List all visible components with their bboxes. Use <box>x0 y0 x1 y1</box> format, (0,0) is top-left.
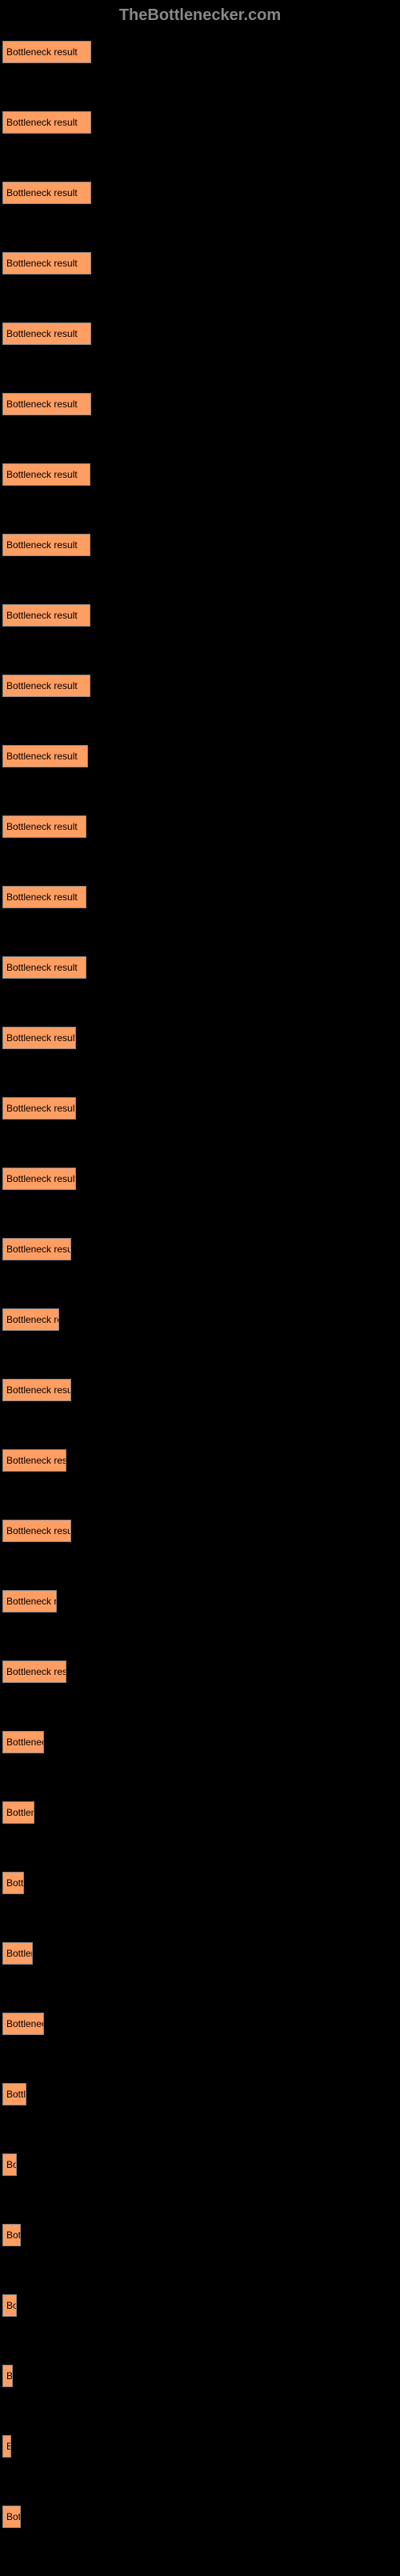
bar: Bottleneck result <box>2 111 91 134</box>
bar: Bottleneck result <box>2 182 91 204</box>
bar: B <box>2 2435 11 2458</box>
bar: Bottleneck result <box>2 534 90 556</box>
bar-row: Bott <box>2 1872 398 1894</box>
bar-row: Bottleneck resu <box>2 1449 398 1472</box>
bar-row: Bottleneck result <box>2 956 398 979</box>
bar-row: Bottleneck result <box>2 1520 398 1542</box>
bar: Bot <box>2 2224 21 2246</box>
bar-row: Bottleneck result <box>2 534 398 556</box>
bar: Bottleneck result <box>2 745 88 767</box>
bar-row: Bottlenec <box>2 1731 398 1753</box>
bar: Bottleneck result <box>2 1168 76 1190</box>
bar: Bottlen <box>2 1801 34 1824</box>
bar-row: Bottleneck result <box>2 1379 398 1401</box>
bar: Bottleneck result <box>2 604 90 627</box>
bar: Bottleneck resu <box>2 1661 66 1683</box>
bar-row: Bottlen <box>2 1801 398 1824</box>
bar-row: Bottleneck result <box>2 463 398 486</box>
bar-row: Bottleneck result <box>2 111 398 134</box>
bar-row: Bottleneck result <box>2 1027 398 1049</box>
bar-row: Bottleneck re <box>2 1590 398 1613</box>
bar-row: Bottleneck result <box>2 182 398 204</box>
bar-row: Bottleneck result <box>2 393 398 415</box>
bar-row: Bo <box>2 2153 398 2176</box>
bar: Bottleneck result <box>2 1520 71 1542</box>
site-header: TheBottlenecker.com <box>0 6 400 25</box>
bar: Bott <box>2 1872 24 1894</box>
bar-row: Bot <box>2 2506 398 2528</box>
bar-row: Bottleneck result <box>2 323 398 345</box>
bar-row: Bottleneck result <box>2 252 398 274</box>
bar: Bottleneck result <box>2 463 90 486</box>
bar: Bottleneck result <box>2 1097 76 1120</box>
bar-row: Bottleneck result <box>2 1238 398 1260</box>
bar-row: Bottleneck result <box>2 745 398 767</box>
bar: Bottleneck result <box>2 393 91 415</box>
bar: Bottleneck re <box>2 1308 59 1331</box>
bar-row: Bottleneck result <box>2 675 398 697</box>
bar: Bot <box>2 2506 21 2528</box>
bar-row: Bottleneck result <box>2 604 398 627</box>
bar-row: Bottl <box>2 2083 398 2105</box>
bar: Bottleneck result <box>2 815 86 838</box>
bar: Bottleneck result <box>2 675 90 697</box>
bar: Bottleneck result <box>2 956 86 979</box>
bar: Bottleneck result <box>2 323 91 345</box>
bar: Bottl <box>2 2083 26 2105</box>
bar-row: Bottleneck result <box>2 886 398 908</box>
bar: Bo <box>2 2153 17 2176</box>
bar-row: Bottleneck resu <box>2 1661 398 1683</box>
bar: Bottleneck <box>2 2013 44 2035</box>
bar-row: B <box>2 2365 398 2387</box>
bar-chart: Bottleneck result Bottleneck result Bottle… <box>0 41 400 2528</box>
bar: Bottleneck result <box>2 252 91 274</box>
bar: Bottler <box>2 1942 33 1965</box>
bar: Bottleneck result <box>2 41 91 63</box>
bar-row: Bottleneck result <box>2 1097 398 1120</box>
bar: Bo <box>2 2294 17 2317</box>
bar-row: Bottleneck result <box>2 815 398 838</box>
bar-row: Bot <box>2 2224 398 2246</box>
bar: Bottleneck result <box>2 1379 71 1401</box>
bar: Bottleneck result <box>2 1027 76 1049</box>
bar: Bottleneck result <box>2 886 86 908</box>
bar-row: Bottleneck result <box>2 41 398 63</box>
bar-row: Bottleneck <box>2 2013 398 2035</box>
bar-row: Bo <box>2 2294 398 2317</box>
bar-row: Bottler <box>2 1942 398 1965</box>
bar-row: B <box>2 2435 398 2458</box>
bar: Bottleneck resu <box>2 1449 66 1472</box>
bar: B <box>2 2365 13 2387</box>
bar-row: Bottleneck result <box>2 1168 398 1190</box>
bar: Bottleneck result <box>2 1238 71 1260</box>
bar: Bottleneck re <box>2 1590 57 1613</box>
bar: Bottlenec <box>2 1731 44 1753</box>
bar-row: Bottleneck re <box>2 1308 398 1331</box>
